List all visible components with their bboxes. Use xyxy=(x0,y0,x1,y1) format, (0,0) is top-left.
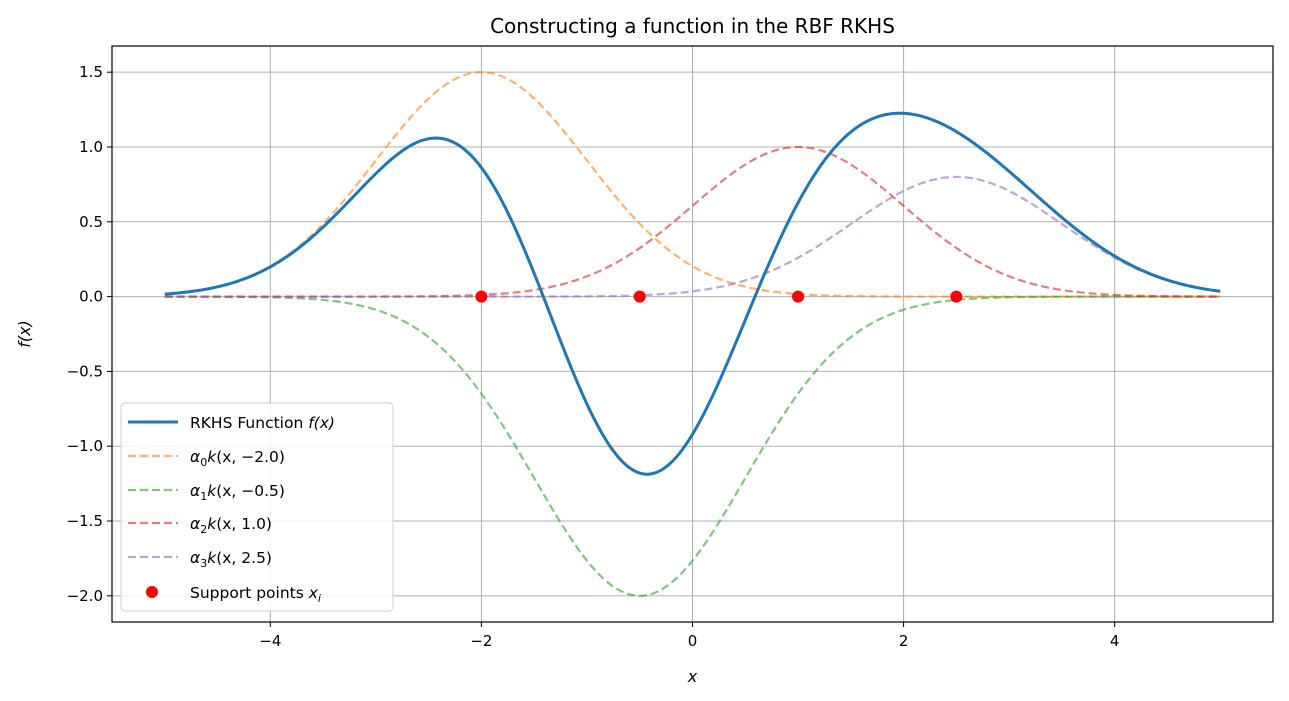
alpha1-kernel-curve xyxy=(164,295,1221,597)
x-tick-label: 0 xyxy=(688,632,698,650)
y-tick-label: −0.5 xyxy=(67,362,103,380)
support-point xyxy=(950,290,963,303)
x-tick-label: −4 xyxy=(259,632,281,650)
legend-marker-support-points xyxy=(146,586,158,598)
y-tick-label: 1.5 xyxy=(79,63,103,81)
x-tick-label: −2 xyxy=(470,632,492,650)
legend-label-alpha2: α2k(x, 1.0) xyxy=(190,515,272,536)
support-point xyxy=(633,290,646,303)
y-tick-label: −1.5 xyxy=(67,512,103,530)
y-axis-ticks: −2.0 −1.5 −1.0 −0.5 0.0 0.5 1.0 1.5 xyxy=(67,63,112,605)
chart-title: Constructing a function in the RBF RKHS xyxy=(490,14,895,38)
rkhs-function-curve xyxy=(164,111,1221,476)
x-axis-label: x xyxy=(687,667,698,686)
support-points xyxy=(475,290,963,303)
legend-box xyxy=(120,402,394,612)
support-point xyxy=(475,290,488,303)
legend-label-alpha0: α0k(x, −2.0) xyxy=(190,448,285,469)
y-tick-label: 1.0 xyxy=(79,138,103,156)
legend-label-rkhs-function: RKHS Function f(x) xyxy=(190,414,335,432)
support-point xyxy=(792,290,805,303)
y-axis-label: f(x) xyxy=(15,320,34,348)
y-tick-label: 0.5 xyxy=(79,213,103,231)
x-axis-ticks: −4 −2 0 2 4 xyxy=(259,622,1119,650)
alpha3-kernel-curve xyxy=(164,175,1221,298)
legend-label-support-points: Support points xi xyxy=(190,584,321,605)
legend-label-alpha1: α1k(x, −0.5) xyxy=(190,482,285,503)
x-tick-label: 4 xyxy=(1110,632,1120,650)
x-tick-label: 2 xyxy=(899,632,909,650)
y-tick-label: 0.0 xyxy=(79,288,103,306)
legend-label-alpha3: α3k(x, 2.5) xyxy=(190,549,272,570)
legend: RKHS Function f(x) α0k(x, −2.0) α1k(x, −… xyxy=(120,402,394,612)
y-tick-label: −2.0 xyxy=(67,587,103,605)
series-layer xyxy=(164,71,1221,597)
y-tick-label: −1.0 xyxy=(67,437,103,455)
